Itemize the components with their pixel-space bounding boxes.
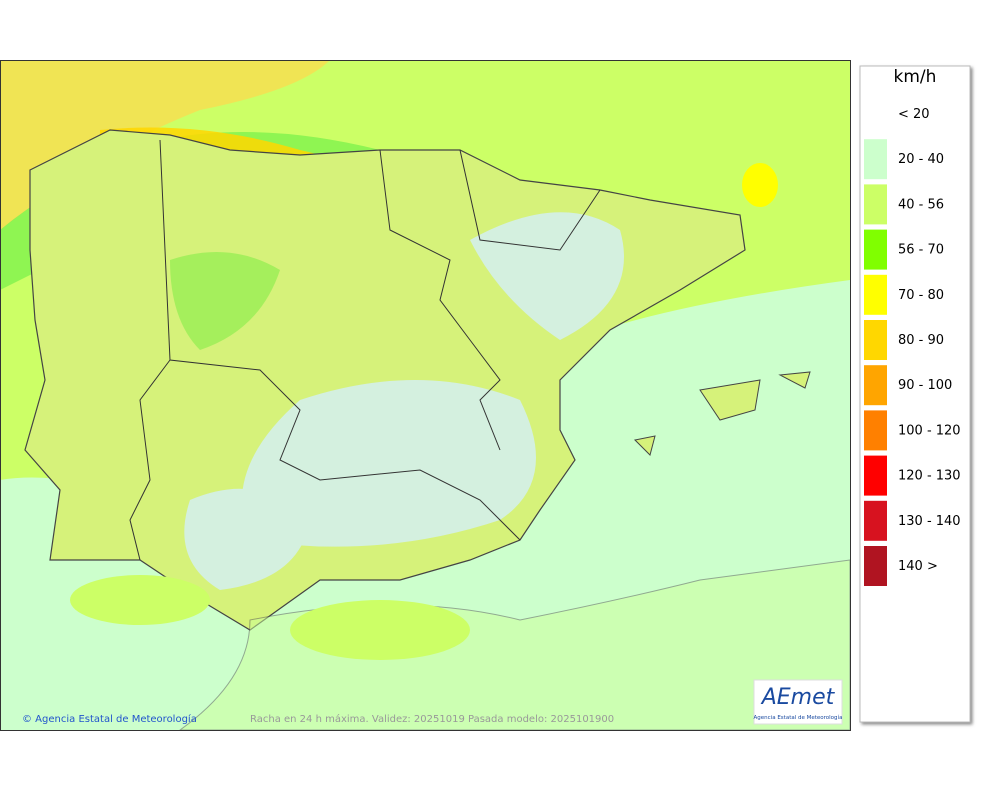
caption: Racha en 24 h máxima. Validez: 20251019 … — [250, 713, 614, 725]
wind-zone — [0, 60, 330, 230]
legend-swatch — [864, 365, 887, 406]
legend-title: km/h — [894, 67, 937, 87]
logo-box — [753, 679, 843, 725]
wind-zone — [742, 163, 778, 207]
wind-zone — [170, 252, 280, 350]
calm-zone — [184, 212, 624, 590]
island — [633, 371, 811, 456]
legend-label: 120 - 130 — [898, 469, 961, 484]
legend-label: 56 - 70 — [898, 243, 944, 258]
map-area — [0, 60, 850, 730]
legend-label: 40 - 56 — [898, 197, 944, 212]
wind-zone — [290, 600, 470, 660]
legend-label: 20 - 40 — [898, 152, 944, 167]
logo-subtitle: Agencia Estatal de Meteorología — [754, 714, 843, 721]
legend-label: 70 - 80 — [898, 288, 944, 303]
credit: © Agencia Estatal de Meteorología — [22, 713, 197, 725]
legend-swatch — [864, 455, 887, 496]
legend-swatch — [864, 500, 887, 541]
legend-swatch — [864, 546, 887, 586]
map-frame — [0, 60, 851, 731]
wind-zone — [70, 575, 210, 625]
legend-swatch — [864, 184, 887, 225]
regions — [129, 139, 601, 561]
legend-swatch — [864, 139, 887, 180]
legend-swatch — [864, 229, 887, 270]
legend-label: 100 - 120 — [898, 423, 961, 438]
legend-label: 130 - 140 — [898, 514, 961, 529]
legend-label: 90 - 100 — [898, 378, 952, 393]
legend-swatch — [864, 274, 887, 315]
legend-swatch — [864, 410, 887, 451]
logo-name: AEmet — [760, 685, 836, 710]
legend-label: 80 - 90 — [898, 333, 944, 348]
legend-label: 140 > — [898, 559, 938, 574]
legend: < 20 20 - 40 40 - 56 56 - 70 70 - 80 80 - 90 9… — [864, 107, 961, 586]
legend-swatch — [864, 320, 887, 360]
legend-label: < 20 — [898, 107, 930, 122]
